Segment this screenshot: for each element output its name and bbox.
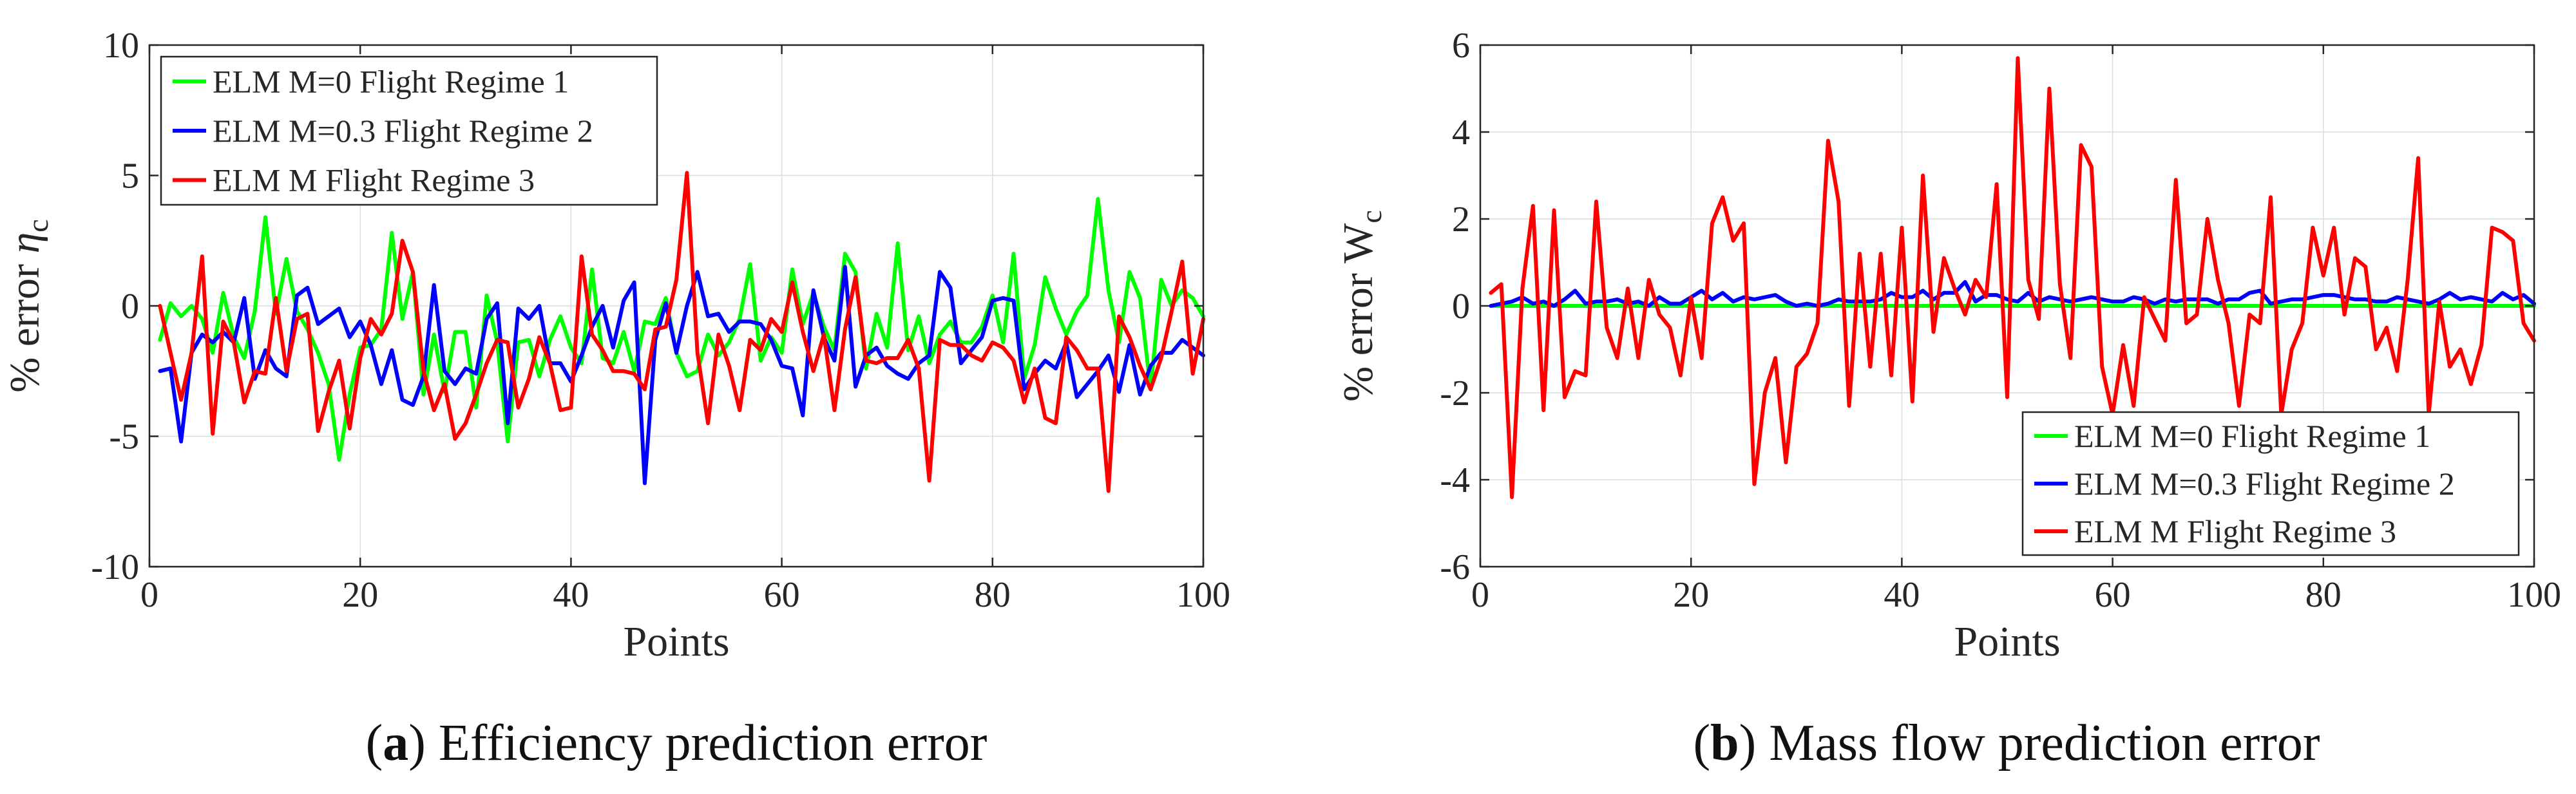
panel-caption: (b) Mass flow prediction error	[1693, 715, 2320, 771]
x-tick-label: 0	[140, 575, 158, 615]
series-line-3	[158, 171, 1205, 493]
y-tick-label: 0	[1452, 287, 1470, 326]
caption-text: Mass flow prediction error	[1756, 715, 2320, 771]
legend-box	[2021, 411, 2520, 556]
caption-paren-close: )	[408, 715, 426, 771]
legend-label-3: ELM M Flight Regime 3	[213, 162, 535, 198]
caption-letter: b	[1710, 715, 1739, 771]
y-tick-label: -10	[91, 547, 139, 587]
y-axis-label-symbol: η	[1, 232, 48, 254]
y-axis-label: % error ηc	[1, 219, 54, 392]
y-tick-label: 10	[103, 26, 139, 66]
x-tick-label: 100	[2507, 575, 2561, 615]
caption-paren-open: (	[366, 715, 383, 771]
x-tick-label: 60	[2095, 575, 2131, 615]
x-axis-label: Points	[1954, 618, 2060, 665]
x-tick-label: 60	[764, 575, 800, 615]
legend-label-2: ELM M=0.3 Flight Regime 2	[213, 113, 593, 149]
y-tick-label: 2	[1452, 200, 1470, 240]
x-tick-label: 20	[342, 575, 378, 615]
series-line-2	[1489, 279, 2536, 308]
legend: ELM M=0 Flight Regime 1 ELM M=0.3 Flight …	[160, 55, 658, 206]
y-axis-label-subscript: c	[21, 219, 54, 232]
y-axis-label: % error Wc	[1335, 210, 1388, 402]
caption-text: Efficiency prediction error	[426, 715, 987, 771]
x-tick-label: 40	[1884, 575, 1920, 615]
legend-label-3: ELM M Flight Regime 3	[2074, 513, 2396, 549]
x-tick-label: 80	[975, 575, 1011, 615]
y-axis-label-main: % error W	[1335, 223, 1382, 402]
x-tick-label: 20	[1673, 575, 1709, 615]
y-tick-label: -6	[1440, 547, 1470, 587]
x-axis-label: Points	[623, 618, 729, 665]
series-line-1	[158, 197, 1205, 462]
panel-caption: (a) Efficiency prediction error	[366, 715, 987, 771]
legend-label-2: ELM M=0.3 Flight Regime 2	[2074, 466, 2455, 502]
x-tick-label: 80	[2305, 575, 2342, 615]
y-axis-label-subscript: c	[1355, 210, 1388, 223]
x-tick-label: 100	[1176, 575, 1230, 615]
y-tick-label: -4	[1440, 460, 1470, 500]
panel-a-efficiency-chart: 0 20 40 60 80 100 -10 -5 0 5 10 Points % error ηc ELM…	[1, 26, 1230, 771]
y-tick-label: 5	[121, 156, 139, 196]
legend: ELM M=0 Flight Regime 1 ELM M=0.3 Flight …	[2021, 411, 2520, 556]
panel-b-mass-flow-chart: 0 20 40 60 80 100 -6 -4 -2 0 2 4 6 Points % error Wc EL…	[1335, 26, 2561, 771]
y-tick-label: -2	[1440, 373, 1470, 413]
y-tick-label: 6	[1452, 26, 1470, 66]
caption-paren-close: )	[1739, 715, 1757, 771]
x-tick-label: 40	[553, 575, 589, 615]
y-axis-label-main: % error	[1, 253, 48, 392]
caption-letter: a	[383, 715, 408, 771]
y-tick-label: 4	[1452, 113, 1470, 153]
y-tick-label: 0	[121, 287, 139, 326]
y-tick-label: -5	[109, 417, 139, 457]
legend-box	[160, 55, 658, 206]
caption-paren-open: (	[1693, 715, 1710, 771]
x-tick-label: 0	[1471, 575, 1489, 615]
legend-label-1: ELM M=0 Flight Regime 1	[2074, 418, 2430, 454]
series-line-3	[1489, 56, 2536, 499]
legend-label-1: ELM M=0 Flight Regime 1	[213, 63, 569, 99]
